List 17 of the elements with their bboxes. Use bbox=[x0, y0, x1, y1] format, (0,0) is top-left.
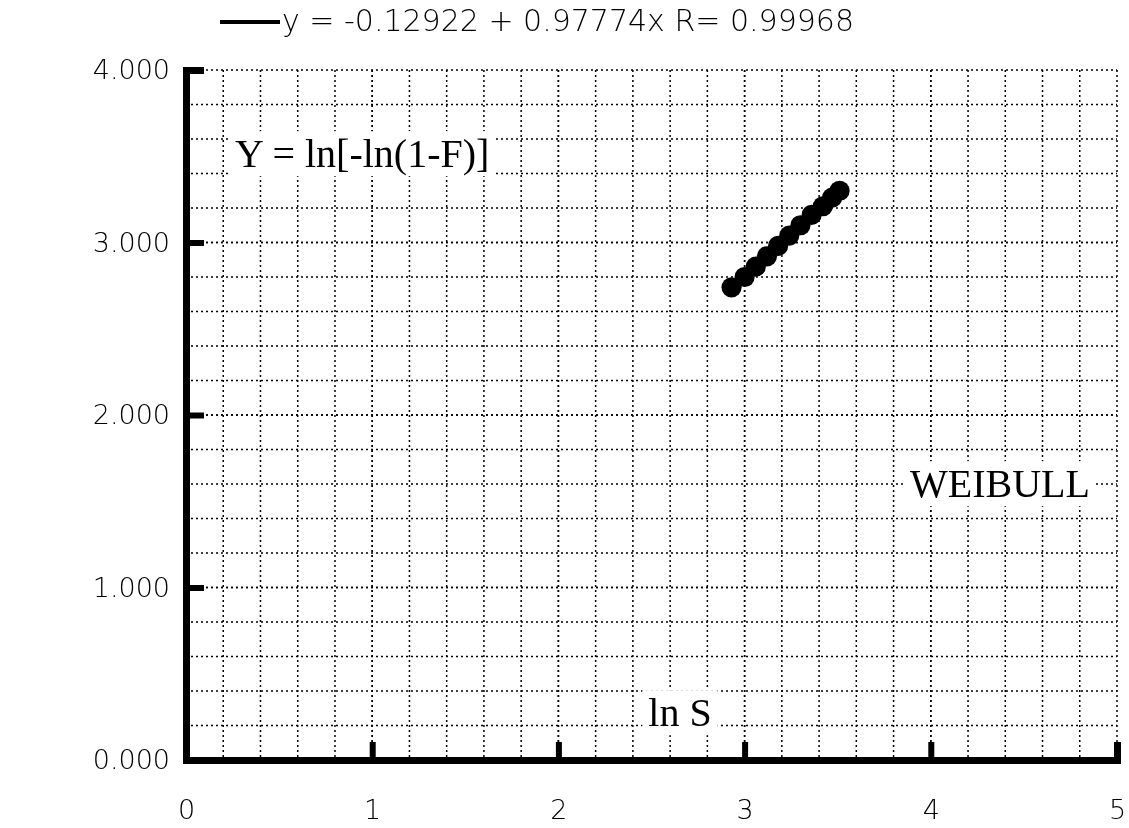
x-tick-label: 5 bbox=[1108, 794, 1127, 826]
y-tick-label: 3.000 bbox=[92, 226, 170, 258]
y-tick-label: 4.000 bbox=[92, 54, 170, 86]
x-tick-label: 4 bbox=[922, 794, 940, 826]
y-tick-label: 2.000 bbox=[92, 399, 170, 431]
point bbox=[829, 180, 850, 201]
y-tick-label: 0.000 bbox=[92, 744, 170, 776]
x-tick-label: 3 bbox=[736, 794, 754, 826]
y-tick-label: 1.000 bbox=[92, 571, 170, 603]
x-tick-label: 2 bbox=[550, 794, 568, 826]
y-axis-title: Y = ln[-ln(1-F)] bbox=[235, 131, 490, 177]
x-axis-title: ln S bbox=[648, 690, 712, 736]
point bbox=[721, 277, 742, 298]
x-tick-label: 1 bbox=[364, 794, 382, 826]
annotation: WEIBULL bbox=[910, 461, 1090, 507]
x-tick-label: 0 bbox=[177, 794, 196, 826]
legend-label: y = -0.12922 + 0.97774x R= 0.99968 bbox=[282, 2, 854, 38]
